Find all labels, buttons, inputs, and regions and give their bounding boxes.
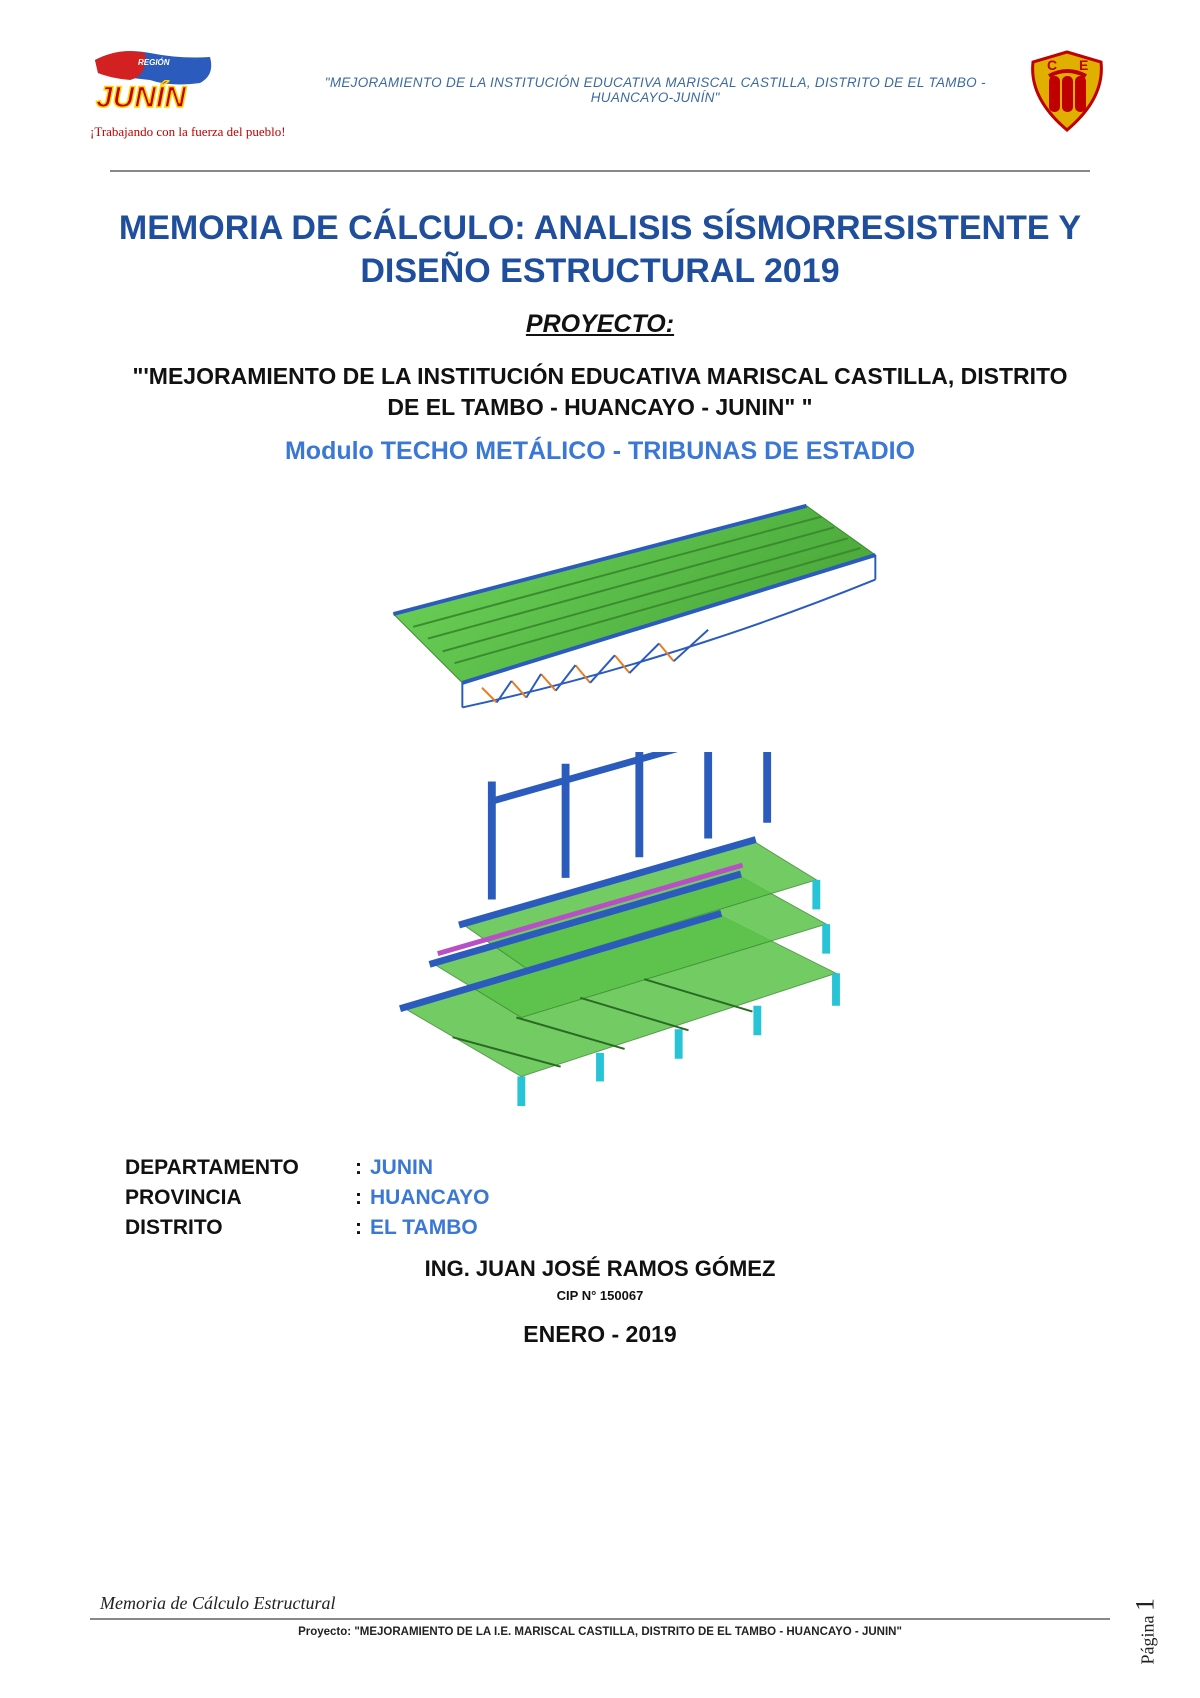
distrito-label: DISTRITO xyxy=(125,1216,355,1240)
colon: : xyxy=(355,1186,362,1210)
footer-project-text: "MEJORAMIENTO DE LA I.E. MARISCAL CASTIL… xyxy=(354,1626,902,1638)
module-title: Modulo TECHO METÁLICO - TRIBUNAS DE ESTA… xyxy=(90,437,1110,466)
header: REGIÓN JUNÍN ¡Trabajando con la fuerza d… xyxy=(90,40,1110,140)
figure-area xyxy=(90,496,1110,1116)
proyecto-label: PROYECTO: xyxy=(90,310,1110,339)
page-num-value: 1 xyxy=(1130,1598,1159,1611)
info-departamento: DEPARTAMENTO : JUNIN xyxy=(125,1156,1075,1180)
header-text: "MEJORAMIENTO DE LA INSTITUCIÓN EDUCATIV… xyxy=(286,75,1025,105)
footer: Memoria de Cálculo Estructural Proyecto:… xyxy=(90,1593,1110,1638)
footer-title: Memoria de Cálculo Estructural xyxy=(90,1593,1110,1614)
footer-divider xyxy=(90,1618,1110,1620)
page-number: Página 1 xyxy=(1130,1598,1160,1665)
departamento-value: JUNIN xyxy=(370,1156,433,1180)
top-divider xyxy=(110,170,1090,172)
engineer-name: ING. JUAN JOSÉ RAMOS GÓMEZ xyxy=(90,1256,1110,1282)
roof-figure xyxy=(320,496,880,722)
distrito-value: EL TAMBO xyxy=(370,1216,478,1240)
school-shield-logo: C E xyxy=(1025,48,1110,133)
logo-overline: REGIÓN xyxy=(138,58,170,67)
colon: : xyxy=(355,1216,362,1240)
footer-project: Proyecto: "MEJORAMIENTO DE LA I.E. MARIS… xyxy=(90,1626,1110,1638)
page-label: Página xyxy=(1137,1616,1157,1665)
departamento-label: DEPARTAMENTO xyxy=(125,1156,355,1180)
info-distrito: DISTRITO : EL TAMBO xyxy=(125,1216,1075,1240)
provincia-label: PROVINCIA xyxy=(125,1186,355,1210)
junin-logo: REGIÓN JUNÍN xyxy=(90,40,220,130)
logo-text: JUNÍN xyxy=(96,80,187,114)
provincia-value: HUANCAYO xyxy=(370,1186,489,1210)
document-date: ENERO - 2019 xyxy=(90,1321,1110,1348)
svg-text:C: C xyxy=(1047,57,1057,73)
tribune-figure xyxy=(340,752,860,1116)
footer-project-label: Proyecto: xyxy=(298,1626,351,1638)
info-block: DEPARTAMENTO : JUNIN PROVINCIA : HUANCAY… xyxy=(125,1156,1075,1240)
svg-text:E: E xyxy=(1079,57,1088,73)
project-name: "'MEJORAMIENTO DE LA INSTITUCIÓN EDUCATI… xyxy=(120,361,1080,423)
info-provincia: PROVINCIA : HUANCAYO xyxy=(125,1186,1075,1210)
colon: : xyxy=(355,1156,362,1180)
cip-number: CIP N° 150067 xyxy=(90,1288,1110,1303)
main-title: MEMORIA DE CÁLCULO: ANALISIS SÍSMORRESIS… xyxy=(90,207,1110,292)
logo-left-wrap: REGIÓN JUNÍN ¡Trabajando con la fuerza d… xyxy=(90,40,286,140)
